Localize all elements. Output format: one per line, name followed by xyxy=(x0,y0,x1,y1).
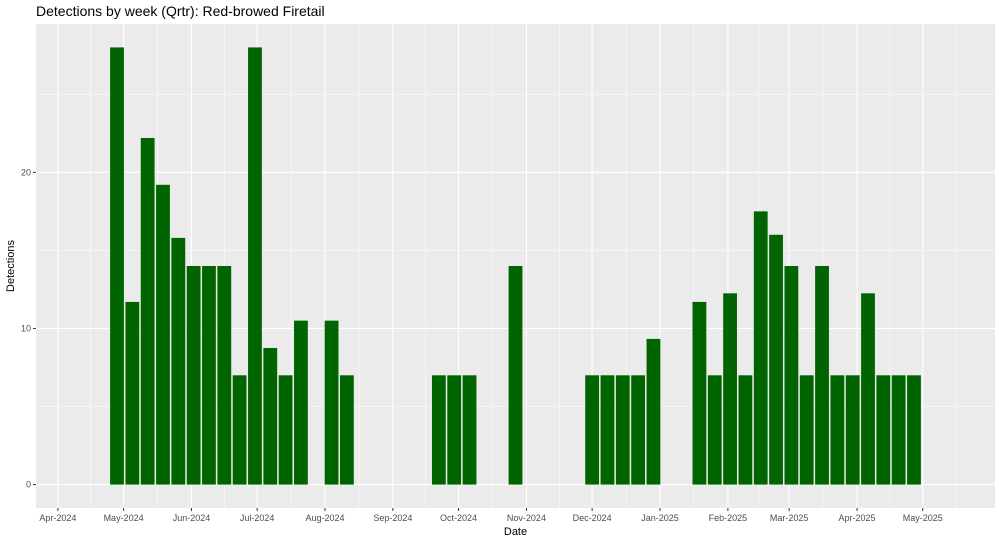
bar xyxy=(278,375,293,485)
y-axis-title: Detections xyxy=(5,240,17,292)
y-tick-label: 10 xyxy=(21,323,31,333)
x-tick-label: Sep-2024 xyxy=(373,513,412,523)
bar xyxy=(830,375,845,485)
x-tick-label: Jan-2025 xyxy=(641,513,679,523)
bar xyxy=(232,375,247,485)
bar xyxy=(125,301,140,485)
x-axis-title: Date xyxy=(504,526,527,538)
bar xyxy=(799,375,814,485)
bar xyxy=(738,375,753,485)
bar xyxy=(861,293,875,485)
chart-title: Detections by week (Qrtr): Red-browed Fi… xyxy=(36,3,325,19)
bar xyxy=(447,375,462,485)
bar xyxy=(156,184,170,485)
x-tick-label: Feb-2025 xyxy=(709,513,748,523)
x-tick-label: Mar-2025 xyxy=(770,513,809,523)
x-tick-label: Apr-2025 xyxy=(839,513,876,523)
x-tick-label: Nov-2024 xyxy=(507,513,546,523)
x-tick-label: Oct-2024 xyxy=(440,513,477,523)
x-tick-label: Jun-2024 xyxy=(173,513,211,523)
x-tick-label: May-2025 xyxy=(903,513,943,523)
bar xyxy=(186,266,201,485)
bar xyxy=(876,375,891,485)
bar xyxy=(631,375,646,485)
x-axis: Apr-2024 May-2024 Jun-2024 Jul-2024 Aug-2024… xyxy=(39,508,943,523)
x-tick-label: May-2024 xyxy=(104,513,144,523)
x-tick-label: Apr-2024 xyxy=(39,513,76,523)
y-tick-label: 0 xyxy=(26,480,31,490)
x-tick-label: Jul-2024 xyxy=(240,513,275,523)
y-axis: 0 10 20 xyxy=(21,167,36,490)
bar xyxy=(600,375,615,485)
bar xyxy=(692,301,707,485)
bar xyxy=(202,266,216,485)
bars xyxy=(110,47,921,485)
bar xyxy=(646,338,661,485)
bar xyxy=(508,266,523,485)
bar xyxy=(723,293,737,485)
bar xyxy=(769,234,783,485)
bar xyxy=(110,47,124,485)
bar xyxy=(815,266,829,485)
bar xyxy=(585,375,600,485)
bar xyxy=(217,266,232,485)
bar xyxy=(615,375,630,485)
bar xyxy=(263,347,278,485)
bar xyxy=(462,375,477,485)
bar xyxy=(784,266,799,485)
x-tick-label: Aug-2024 xyxy=(305,513,344,523)
y-tick-label: 20 xyxy=(21,167,31,177)
bar xyxy=(140,137,155,485)
bar xyxy=(324,320,339,485)
x-tick-label: Dec-2024 xyxy=(573,513,612,523)
bar xyxy=(340,375,354,485)
bar xyxy=(891,375,906,485)
bar xyxy=(171,237,186,485)
bar xyxy=(707,375,722,485)
bar xyxy=(753,211,768,485)
bar xyxy=(294,320,308,485)
bar xyxy=(907,375,921,485)
bar xyxy=(248,47,262,485)
bar xyxy=(431,375,446,485)
bar xyxy=(845,375,860,485)
